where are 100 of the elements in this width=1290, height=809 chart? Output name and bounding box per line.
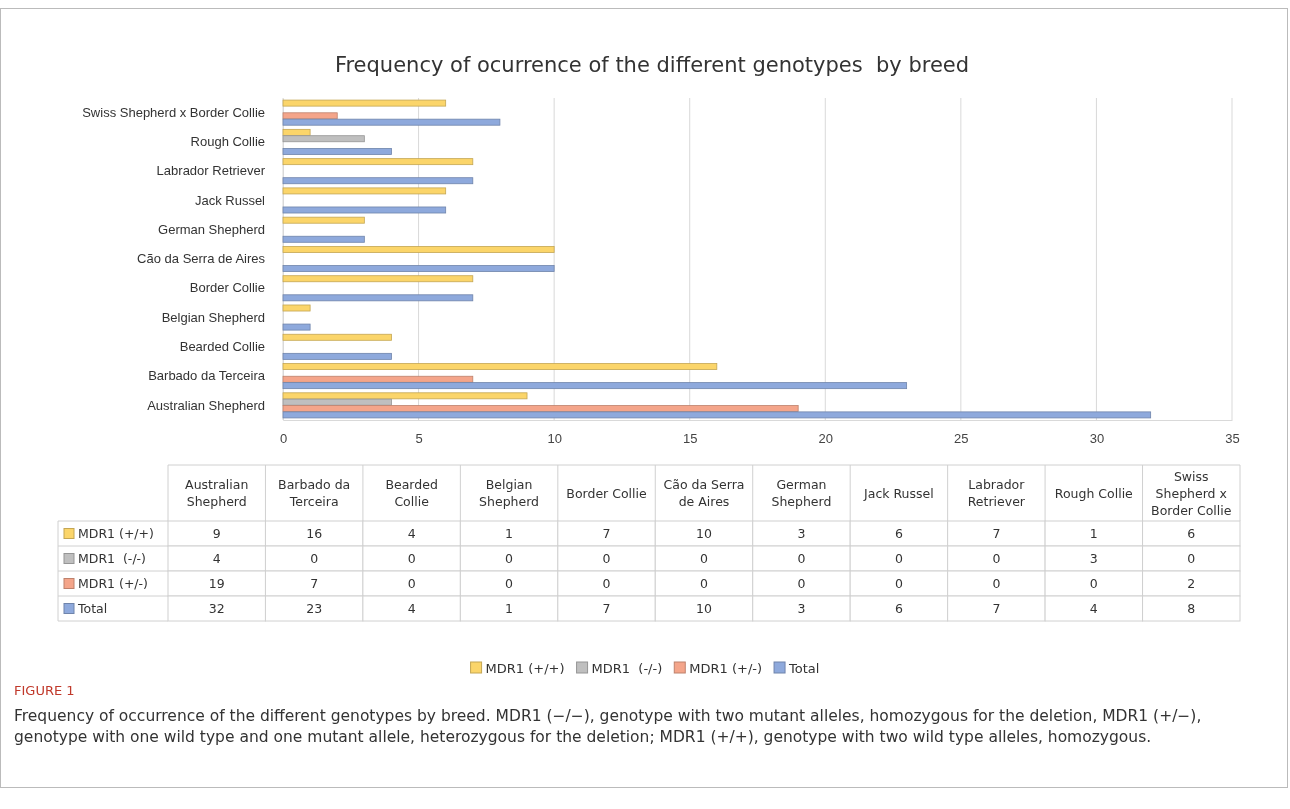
bar — [282, 392, 528, 400]
x-tick-label: Bearded Collie — [385, 477, 438, 509]
y-tick-label: Bearded Collie — [179, 338, 265, 354]
bar — [282, 398, 392, 406]
data-label: 16 — [306, 526, 323, 541]
data-label: 0 — [797, 551, 806, 566]
x-tick-label: Swiss Shepherd x Border Collie — [1151, 468, 1232, 518]
data-label: 0 — [797, 576, 806, 591]
data-label: 7 — [310, 576, 319, 591]
data-label: 9 — [212, 526, 221, 541]
data-label: 32 — [208, 601, 225, 616]
data-label: 0 — [505, 551, 514, 566]
x-tick-label: 0 — [279, 431, 288, 447]
data-label: 3 — [1089, 551, 1098, 566]
data-label: 0 — [700, 551, 709, 566]
bar — [282, 118, 501, 126]
data-label: 8 — [1187, 601, 1196, 616]
data-label: 10 — [696, 601, 712, 616]
data-label: 0 — [992, 576, 1001, 591]
data-label: 0 — [992, 551, 1001, 566]
data-label: 1 — [505, 526, 514, 541]
data-label: 7 — [602, 526, 611, 541]
data-label: 4 — [407, 526, 416, 541]
x-tick-label: Labrador Retriever — [967, 477, 1026, 509]
y-tick-label: MDR1 (+/-) — [78, 576, 148, 591]
bar — [282, 187, 447, 195]
bar — [282, 177, 474, 185]
x-tick-label: 30 — [1089, 431, 1105, 447]
x-tick-label: 10 — [547, 431, 562, 447]
bar — [282, 206, 447, 214]
data-label: 10 — [696, 526, 712, 541]
data-label: 0 — [407, 576, 416, 591]
x-tick-label: 15 — [682, 431, 698, 447]
data-label: 6 — [894, 526, 903, 541]
data-label: 6 — [894, 601, 903, 616]
bar — [282, 158, 474, 166]
data-label: 3 — [797, 526, 806, 541]
data-label: 1 — [1089, 526, 1098, 541]
legend-label: MDR1 (+/+) — [485, 660, 565, 676]
data-label: 4 — [212, 551, 221, 566]
data-label: 0 — [505, 576, 514, 591]
legend-label: MDR1 (+/-) — [689, 660, 763, 676]
bar — [282, 275, 474, 283]
data-label: 23 — [306, 601, 323, 616]
x-tick-label: Barbado da Terceira — [278, 477, 351, 509]
bar — [282, 99, 447, 107]
data-label: 0 — [602, 551, 611, 566]
y-tick-label: MDR1 (-/-) — [78, 551, 146, 566]
data-label: 0 — [1187, 551, 1196, 566]
bar — [282, 265, 555, 272]
bar — [282, 333, 392, 341]
data-label: 7 — [992, 526, 1001, 541]
y-tick-label: Labrador Retriever — [156, 163, 266, 179]
data-label: 6 — [1187, 526, 1196, 541]
y-tick-label: German Shepherd — [158, 221, 265, 237]
data-label: 0 — [310, 551, 319, 566]
y-tick-label: Border Collie — [189, 280, 265, 296]
bar — [282, 235, 365, 243]
y-tick-label: Jack Russel — [194, 192, 266, 208]
y-tick-label: Total — [77, 601, 108, 616]
bar — [282, 411, 1152, 419]
bar — [282, 304, 311, 312]
data-label: 4 — [407, 601, 416, 616]
data-label: 4 — [1089, 601, 1098, 616]
y-tick-label: MDR1 (+/+) — [78, 526, 154, 541]
bar — [282, 363, 718, 370]
data-label: 0 — [602, 576, 611, 591]
data-label: 0 — [700, 576, 709, 591]
data-label: 2 — [1187, 576, 1196, 591]
bar — [282, 375, 474, 383]
chart-title: Frequency of ocurrence of the different genotypes by breed — [334, 53, 970, 77]
data-label: 0 — [1089, 576, 1098, 591]
x-tick-label: Jack Russel — [863, 485, 934, 501]
legend-label: Total — [788, 660, 820, 676]
data-label: 0 — [894, 576, 903, 591]
bar — [282, 112, 338, 120]
x-tick-label: Border Collie — [566, 485, 648, 501]
data-label: 7 — [992, 601, 1001, 616]
y-tick-label: Rough Collie — [190, 134, 265, 150]
x-tick-label: 5 — [415, 431, 423, 447]
y-tick-label: Swiss Shepherd x Border Collie — [82, 104, 265, 120]
bar — [282, 246, 555, 253]
y-tick-label: Australian Shepherd — [147, 397, 265, 413]
x-tick-label: German Shepherd — [771, 477, 832, 509]
caption: FIGURE 1 — [14, 683, 75, 698]
bar — [282, 382, 908, 390]
bar — [282, 128, 311, 136]
bar — [282, 135, 365, 143]
bar — [282, 216, 365, 224]
x-tick-label: Rough Collie — [1054, 485, 1134, 501]
x-tick-label: Belgian Shepherd — [479, 477, 540, 509]
x-tick-label: 25 — [954, 431, 969, 447]
legend-label: MDR1 (-/-) — [591, 660, 663, 676]
bar — [282, 352, 392, 360]
data-label: 0 — [894, 551, 903, 566]
x-tick-label: 20 — [818, 431, 834, 447]
bar — [282, 323, 311, 331]
bar — [282, 294, 474, 302]
x-tick-label: 35 — [1225, 431, 1240, 447]
x-tick-label: Cão da Serra de Aires — [663, 477, 745, 509]
